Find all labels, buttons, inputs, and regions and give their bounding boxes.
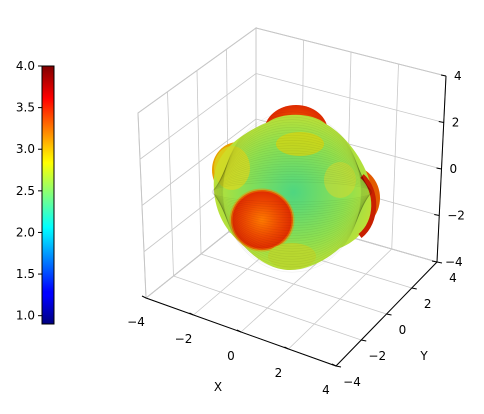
x-tick-label: −2 bbox=[175, 332, 193, 346]
z-tick bbox=[441, 75, 446, 76]
colorbar-tick-label: 3.5 bbox=[16, 101, 35, 115]
z-tick-label: −2 bbox=[447, 209, 465, 223]
colorbar-tick-label: 1.5 bbox=[16, 267, 35, 281]
colorbar-tick-label: 2.0 bbox=[16, 225, 35, 239]
x-tick-label: 0 bbox=[227, 349, 235, 363]
y-tick bbox=[336, 366, 341, 367]
x-tick bbox=[142, 296, 146, 298]
y-tick-label: −4 bbox=[343, 375, 361, 389]
y-axis-label: Y bbox=[419, 349, 428, 363]
y-tick-label: 4 bbox=[449, 271, 457, 285]
z-tick-label: −4 bbox=[445, 255, 463, 269]
colorbar-gradient bbox=[42, 66, 54, 324]
y-tick bbox=[412, 288, 417, 289]
z-tick-label: 4 bbox=[454, 69, 462, 83]
colorbar-ticks: 1.0 1.5 2.0 2.5 3.0 3.5 4.0 bbox=[16, 59, 42, 323]
z-tick-label: 0 bbox=[450, 162, 458, 176]
z-tick bbox=[437, 168, 442, 169]
x-tick-label: −4 bbox=[127, 315, 145, 329]
surface bbox=[212, 105, 380, 272]
y-tick bbox=[437, 262, 442, 263]
z-tick-label: 2 bbox=[452, 116, 460, 130]
colorbar-tick-label: 4.0 bbox=[16, 59, 35, 73]
z-tick bbox=[439, 122, 444, 123]
colorbar-tick-label: 1.0 bbox=[16, 309, 35, 323]
grid-line-z-right bbox=[256, 28, 446, 76]
z-tick bbox=[432, 261, 437, 262]
z-tick bbox=[434, 215, 439, 216]
grid-line-z-left bbox=[138, 28, 256, 113]
y-tick bbox=[387, 314, 392, 315]
x-axis-label: X bbox=[214, 380, 222, 394]
colorbar: 1.0 1.5 2.0 2.5 3.0 3.5 4.0 bbox=[16, 59, 54, 324]
y-tick bbox=[361, 340, 366, 341]
x-tick-label: 4 bbox=[322, 383, 330, 397]
y-tick-label: 0 bbox=[399, 323, 407, 337]
colorbar-tick-label: 2.5 bbox=[16, 184, 35, 198]
colorbar-tick-label: 3.0 bbox=[16, 142, 35, 156]
x-tick-label: 2 bbox=[275, 366, 283, 380]
y-tick-label: 2 bbox=[424, 297, 432, 311]
y-tick-label: −2 bbox=[368, 349, 386, 363]
